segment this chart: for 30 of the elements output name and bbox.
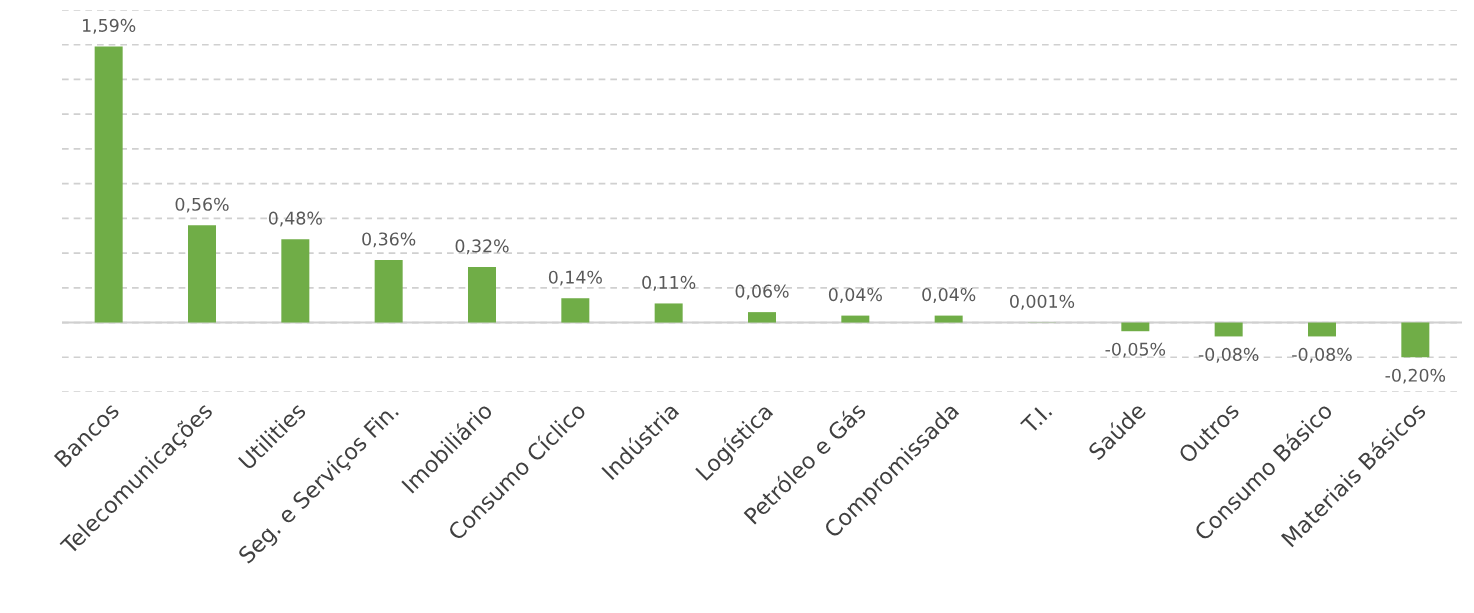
bar <box>1121 322 1150 332</box>
x-tick-label: T.I. <box>1020 402 1053 435</box>
bar <box>468 266 496 323</box>
data-label: 0,06% <box>735 284 789 300</box>
bar <box>1401 322 1430 358</box>
data-label: 0,48% <box>268 211 322 227</box>
data-label: -0,08% <box>1292 347 1352 363</box>
data-label: 0,11% <box>642 275 696 291</box>
data-label: -0,20% <box>1385 368 1446 384</box>
bar <box>654 303 683 323</box>
data-label: 0,14% <box>548 270 602 286</box>
bar <box>841 315 870 323</box>
bar <box>748 312 776 323</box>
data-label: 1,59% <box>83 18 136 34</box>
data-label: -0,05% <box>1105 342 1166 358</box>
data-label: 0,04% <box>922 287 976 303</box>
bar <box>94 46 123 323</box>
data-label: 0,001% <box>1010 294 1075 310</box>
data-label: 0,56% <box>175 197 229 213</box>
bar <box>374 260 403 323</box>
data-label: -0,08% <box>1198 347 1259 363</box>
bar <box>934 315 963 323</box>
bar <box>188 225 216 323</box>
bar <box>561 298 590 323</box>
data-label: 0,04% <box>828 287 882 303</box>
data-label: 0,32% <box>455 239 509 255</box>
bar <box>1308 322 1336 337</box>
data-label: 0,36% <box>362 232 416 248</box>
bar <box>281 239 310 323</box>
bar <box>1214 322 1243 337</box>
